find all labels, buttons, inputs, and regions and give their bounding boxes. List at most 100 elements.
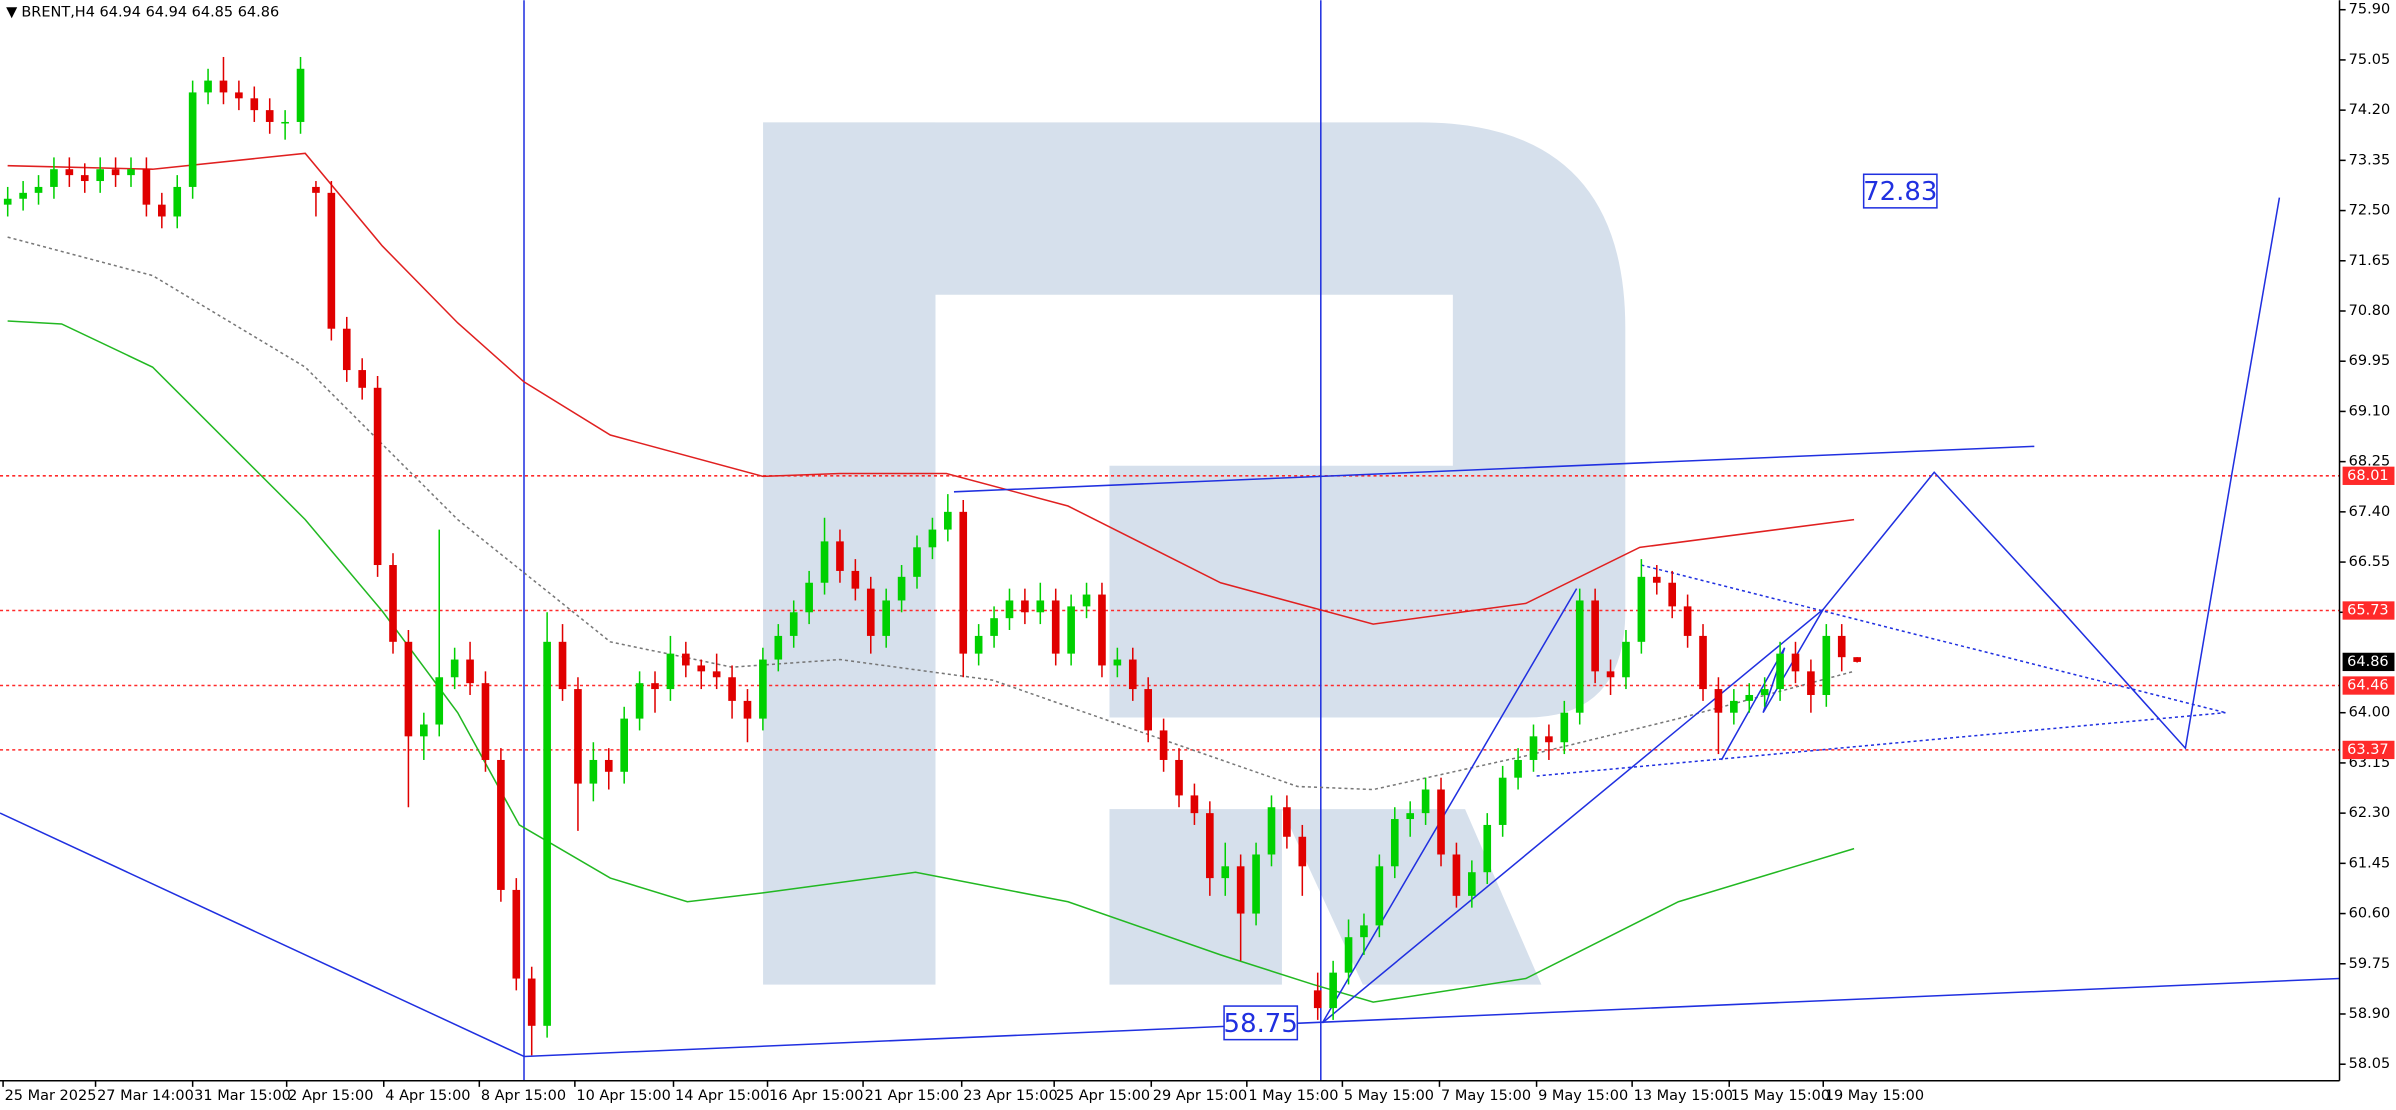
line <box>7 320 1855 1003</box>
candle-body <box>1560 712 1569 743</box>
level-label: 65.73 <box>2347 603 2388 619</box>
level-label-bg <box>2342 601 2395 620</box>
candle-body <box>1021 600 1029 613</box>
candle-body <box>1298 836 1307 867</box>
x-tick-label: 7 May 15:00 <box>1441 1088 1531 1104</box>
candle-body <box>543 641 551 1026</box>
candle-body <box>65 169 74 176</box>
candle-body <box>1406 813 1415 820</box>
candle-body <box>327 192 336 329</box>
candle-body <box>235 92 243 99</box>
candle-body <box>1483 824 1492 873</box>
x-tick-label: 14 Apr 15:00 <box>675 1088 769 1104</box>
y-tick-label: 58.05 <box>2349 1056 2390 1072</box>
candle-body <box>312 186 320 193</box>
candle-body <box>635 683 644 719</box>
candle-body <box>1730 700 1738 713</box>
y-tick-label: 73.35 <box>2349 152 2390 168</box>
candle-body <box>1652 576 1661 583</box>
line <box>1641 564 2226 714</box>
candle-body <box>1421 789 1430 814</box>
annotation-box <box>1223 1005 1299 1041</box>
candle-body <box>450 659 459 678</box>
candle-body <box>712 671 721 678</box>
level-label-bg <box>2342 676 2395 695</box>
candle-body <box>805 582 813 613</box>
candle-body <box>651 683 659 690</box>
candle-body <box>527 978 536 1026</box>
y-tick-label: 61.45 <box>2349 855 2390 871</box>
candle-body <box>1067 606 1075 654</box>
candle-body <box>435 677 444 725</box>
annotation-box <box>1862 173 1938 209</box>
line <box>1536 711 2226 777</box>
candle-body <box>34 186 43 193</box>
plot <box>0 0 2340 1081</box>
candle-body <box>1837 635 1846 658</box>
y-tick-label: 71.65 <box>2349 253 2390 269</box>
candle-body <box>1175 759 1183 796</box>
candle-body <box>512 889 521 979</box>
candle-body <box>1036 600 1045 613</box>
menu-arrow[interactable]: ▼ <box>6 4 18 20</box>
candle-body <box>1529 736 1538 760</box>
candle-body <box>1329 972 1337 1009</box>
candle-body <box>1159 730 1168 760</box>
candle-body <box>836 541 844 571</box>
x-tick-label: 23 Apr 15:00 <box>963 1088 1057 1104</box>
candle-body <box>1668 582 1677 607</box>
price-label-bg <box>2342 652 2395 672</box>
y-tick-label: 67.40 <box>2349 504 2390 520</box>
y-tick-label: 62.30 <box>2349 805 2390 821</box>
candle-body <box>1098 594 1106 666</box>
x-tick-label: 13 May 15:00 <box>1634 1088 1733 1104</box>
level-label: 64.46 <box>2347 678 2388 694</box>
candle-body <box>743 700 752 719</box>
y-tick-label: 58.90 <box>2349 1006 2390 1022</box>
candle-body <box>959 511 968 654</box>
candle-body <box>188 92 197 187</box>
candle-body <box>728 677 736 701</box>
x-tick-label: 8 Apr 15:00 <box>481 1088 566 1104</box>
candle-body <box>1113 659 1122 666</box>
candle-body <box>219 80 228 93</box>
candle-body <box>604 759 613 772</box>
line <box>953 445 2035 493</box>
candle-body <box>342 328 351 371</box>
watermark-stem <box>763 122 936 985</box>
candle-body <box>1144 689 1153 731</box>
candle-body <box>96 169 104 182</box>
y-tick-label: 74.20 <box>2349 102 2390 118</box>
candle-body <box>1498 777 1507 825</box>
y-tick-label: 60.60 <box>2349 906 2390 922</box>
x-tick-label: 15 May 15:00 <box>1731 1088 1830 1104</box>
candle-body <box>820 541 829 583</box>
line <box>0 812 525 1058</box>
line <box>1321 608 1824 1024</box>
candle-body <box>1360 925 1368 938</box>
candle-body <box>1128 659 1137 690</box>
candle-body <box>1468 872 1476 896</box>
candle-body <box>1005 600 1014 619</box>
candle-body <box>1221 866 1230 879</box>
candle-body <box>1375 866 1384 926</box>
candle-body <box>1344 937 1353 973</box>
candle-body <box>620 718 628 772</box>
candle-body <box>1591 600 1599 672</box>
candle-body <box>974 635 983 654</box>
y-tick-label: 70.80 <box>2349 303 2390 319</box>
candle-body <box>682 653 690 666</box>
candle-body <box>250 98 259 111</box>
candle-body <box>481 683 490 760</box>
x-tick-label: 4 Apr 15:00 <box>385 1088 470 1104</box>
candle-body <box>1390 819 1399 867</box>
candle-body <box>373 387 382 566</box>
candle-body <box>1082 594 1091 607</box>
annotation: 72.83 <box>1863 177 1937 207</box>
candle-body <box>697 665 706 672</box>
candle-body <box>944 511 952 530</box>
candle-body <box>928 529 937 548</box>
candle-body <box>3 198 12 205</box>
candle-body <box>1776 653 1784 690</box>
candle-body <box>1637 576 1646 642</box>
